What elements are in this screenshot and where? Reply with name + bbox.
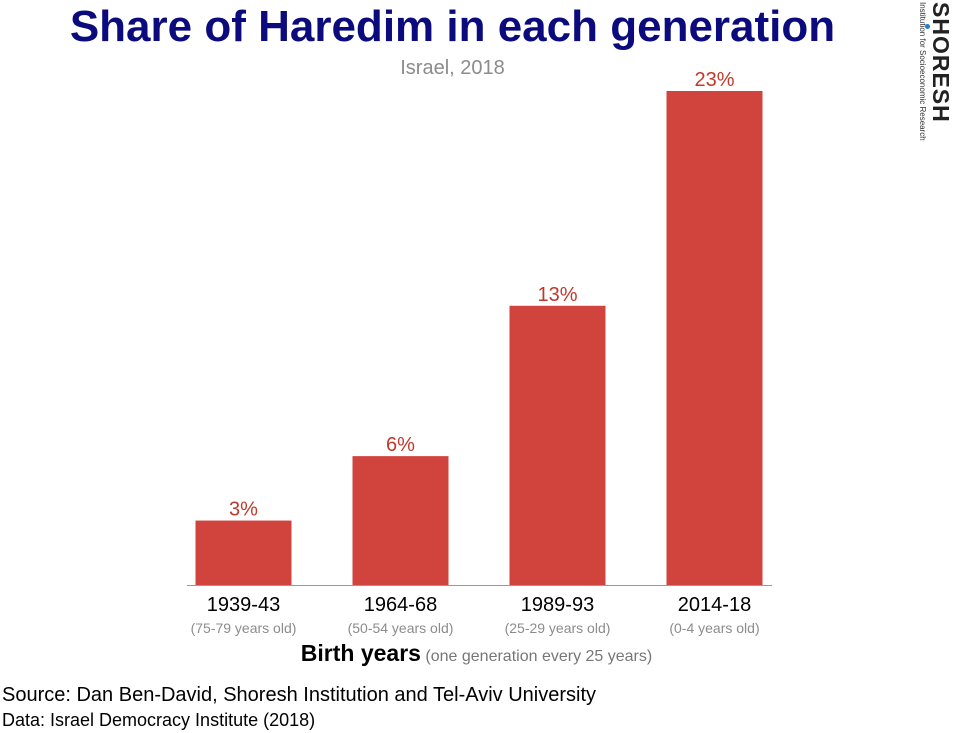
chart-title: Share of Haredim in each generation <box>69 2 836 51</box>
x-tick-label: 2014-18 <box>678 594 751 616</box>
x-axis-title: Birth years (one generation every 25 yea… <box>0 640 953 667</box>
bars-layer: 3% 1939-43 (75-79 years old) 6% 1964-68 (50-5… <box>191 69 763 636</box>
x-axis-label: Birth years <box>300 640 421 666</box>
chart-subtitle: Israel, 2018 <box>400 57 505 79</box>
x-axis-note: (one generation every 25 years) <box>425 648 653 665</box>
x-tick-sublabel: (50-54 years old) <box>348 620 454 636</box>
x-tick-label: 1989-93 <box>521 594 594 616</box>
bar-value-label: 6% <box>386 434 415 456</box>
x-tick-label: 1939-43 <box>207 594 280 616</box>
data-note: Data: Israel Democracy Institute (2018) <box>2 710 316 730</box>
bar-value-label: 13% <box>537 284 577 306</box>
x-tick-sublabel: (0-4 years old) <box>669 620 759 636</box>
source-note: Source: Dan Ben-David, Shoresh Instituti… <box>2 684 596 706</box>
bar-value-label: 3% <box>229 499 258 521</box>
logo-dot-icon <box>925 24 930 29</box>
bar-1989-93 <box>509 305 606 585</box>
x-tick-label: 1964-68 <box>364 594 437 616</box>
x-tick-sublabel: (75-79 years old) <box>191 620 297 636</box>
bar-2014-18 <box>666 91 763 585</box>
bar-value-label: 23% <box>694 69 734 91</box>
bar-1939-43 <box>195 520 292 585</box>
bar-1964-68 <box>352 456 449 585</box>
x-tick-sublabel: (25-29 years old) <box>505 620 611 636</box>
